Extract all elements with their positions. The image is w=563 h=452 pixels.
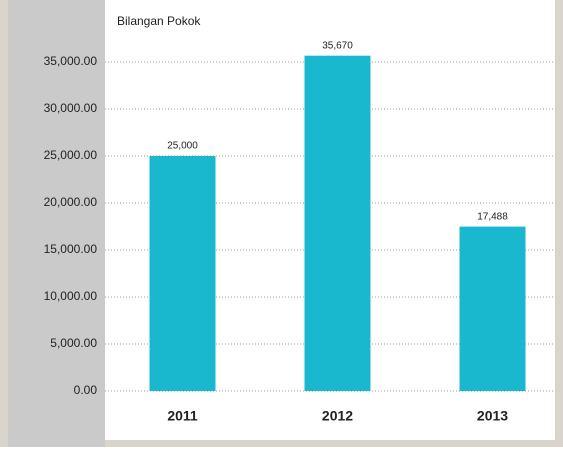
value-label: 35,670 (322, 40, 353, 51)
y-tick-label: 25,000.00 (44, 148, 98, 162)
y-tick-label: 30,000.00 (44, 101, 98, 115)
y-tick-label: 15,000.00 (44, 242, 98, 256)
y-tick-label: 20,000.00 (44, 195, 98, 209)
x-tick-label: 2011 (167, 408, 198, 424)
y-tick-label: 35,000.00 (44, 54, 98, 68)
y-tick-label: 10,000.00 (44, 289, 98, 303)
bar (304, 55, 371, 392)
chart-title: Bilangan Pokok (117, 14, 201, 28)
x-tick-label: 2013 (477, 408, 508, 424)
bar (459, 226, 526, 391)
bar (149, 156, 216, 391)
axis-panel (8, 0, 105, 447)
value-label: 25,000 (167, 141, 198, 152)
value-label: 17,488 (477, 211, 508, 222)
x-tick-label: 2012 (322, 408, 353, 424)
y-tick-label: 5,000.00 (50, 336, 97, 350)
y-tick-label: 0.00 (74, 383, 98, 397)
